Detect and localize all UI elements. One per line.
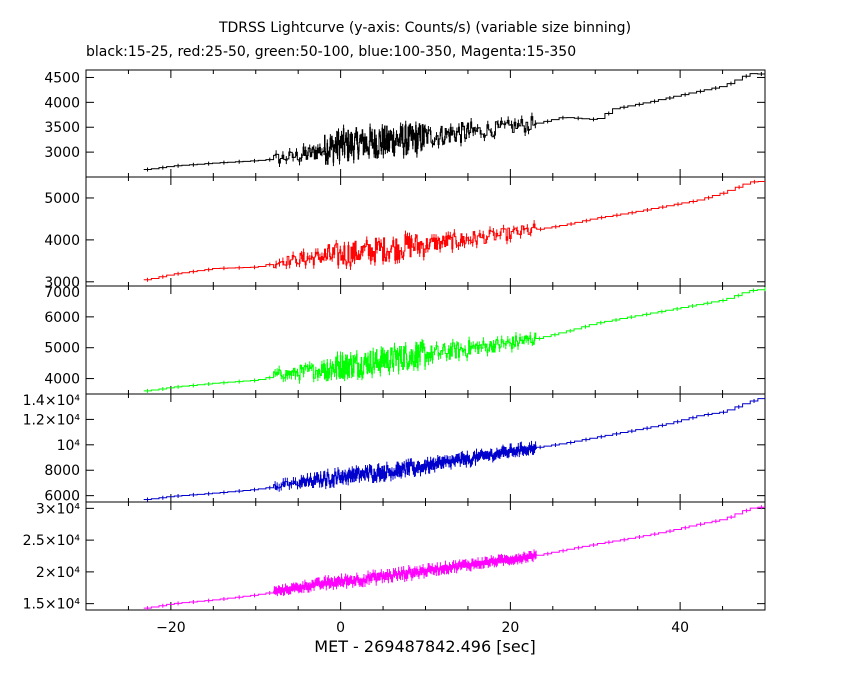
series-line-100-350 (143, 398, 765, 500)
x-tick-label: 0 (336, 620, 345, 636)
y-tick-label: 1.2×10⁴ (23, 412, 81, 428)
series-errorbars-15-25 (147, 72, 762, 172)
y-tick-label: 3000 (44, 275, 80, 291)
series-line-50-100 (143, 289, 766, 392)
y-tick-label: 6000 (44, 489, 80, 505)
y-tick-label: 7000 (44, 285, 80, 301)
chart-subtitle: black:15-25, red:25-50, green:50-100, bl… (86, 44, 577, 60)
y-tick-label: 3000 (44, 145, 80, 161)
y-tick-label: 2×10⁴ (36, 565, 80, 581)
series-errorbars-15-350 (147, 505, 762, 611)
panel-frame (85, 501, 766, 611)
y-tick-label: 4000 (44, 372, 80, 388)
series-errorbars-50-100 (147, 287, 766, 393)
x-tick-label: −20 (156, 620, 186, 636)
series-line-15-350 (143, 506, 765, 609)
panel-frame (85, 393, 766, 503)
y-tick-label: 10⁴ (57, 438, 81, 454)
series-line-15-25 (143, 73, 765, 171)
panel-frame (85, 176, 766, 287)
x-axis-label: MET - 269487842.496 [sec] (314, 637, 536, 656)
y-tick-label: 4000 (44, 95, 80, 111)
y-tick-label: 5000 (44, 191, 80, 207)
series-errorbars-100-350 (147, 398, 755, 502)
panel-frame (85, 69, 766, 178)
y-tick-label: 1.4×10⁴ (23, 393, 81, 409)
x-tick-label: 20 (501, 620, 519, 636)
y-tick-label: 8000 (44, 463, 80, 479)
series-errorbars-25-50 (147, 179, 755, 282)
y-tick-label: 3×10⁴ (36, 501, 80, 517)
y-tick-label: 6000 (44, 310, 80, 326)
y-tick-label: 4000 (44, 233, 80, 249)
x-tick-label: 40 (671, 620, 689, 636)
y-tick-label: 1.5×10⁴ (23, 597, 81, 613)
y-tick-label: 3500 (44, 120, 80, 136)
y-tick-label: 4500 (44, 70, 80, 86)
y-tick-label: 5000 (44, 341, 80, 357)
panel-frame (85, 285, 766, 395)
chart-title: TDRSS Lightcurve (y-axis: Counts/s) (var… (218, 20, 632, 36)
y-tick-label: 2.5×10⁴ (23, 533, 81, 549)
